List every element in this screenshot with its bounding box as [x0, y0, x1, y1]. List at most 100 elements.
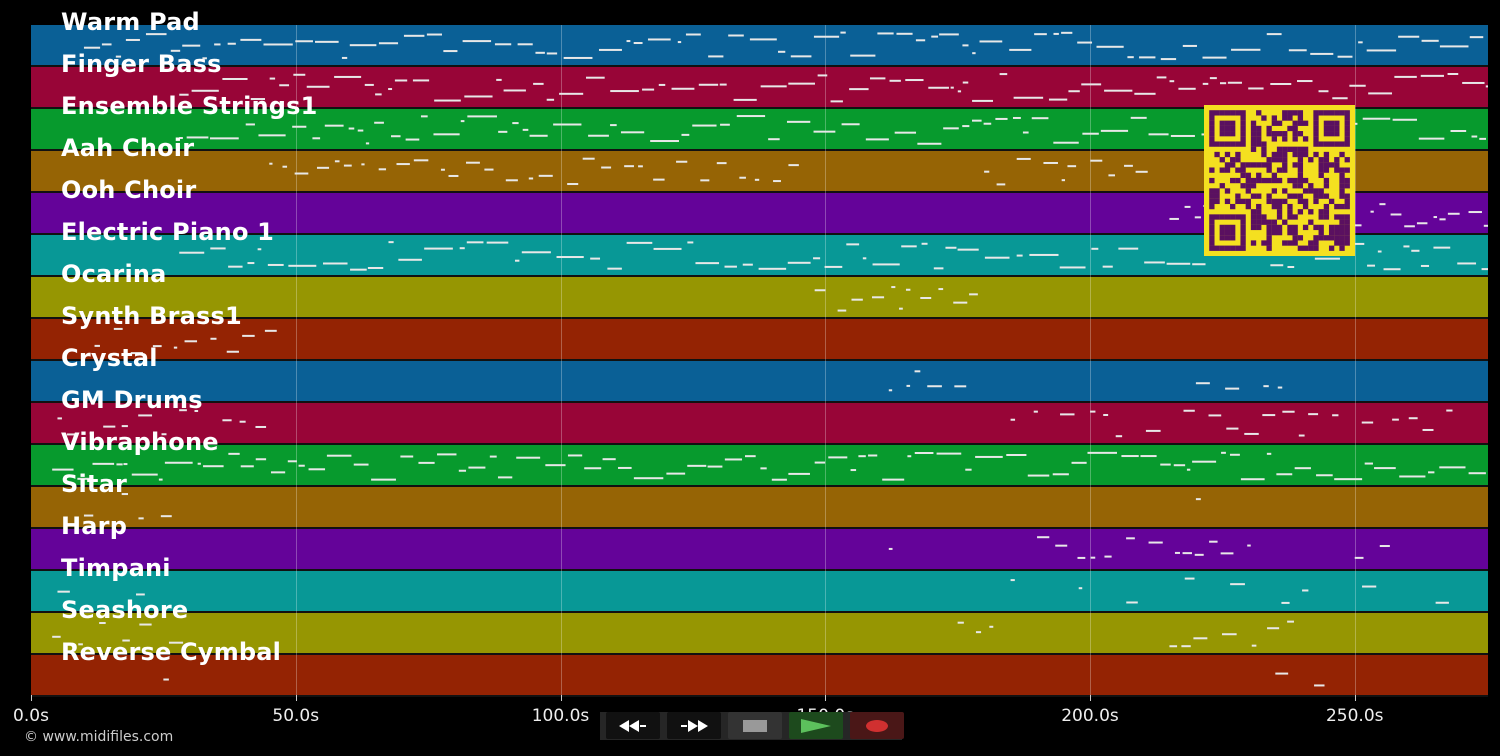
note-mark [601, 166, 612, 169]
note-mark [1226, 427, 1239, 430]
qr-module [1276, 177, 1283, 184]
note-mark [724, 265, 737, 268]
note-mark [1287, 620, 1294, 623]
note-mark [314, 40, 339, 43]
note-mark [1010, 418, 1016, 421]
note-mark [1418, 137, 1445, 140]
qr-module [1209, 229, 1215, 236]
qr-module [1344, 203, 1350, 210]
note-mark [364, 83, 374, 86]
note-mark [1422, 428, 1434, 431]
note-mark [1349, 84, 1366, 87]
qr-module [1318, 172, 1324, 179]
qr-module [1276, 131, 1283, 137]
note-mark [1450, 129, 1467, 132]
note-mark [1225, 387, 1240, 390]
track-lane[interactable] [31, 319, 1488, 359]
qr-module [1261, 214, 1267, 220]
record-button[interactable] [850, 712, 904, 739]
note-mark [773, 180, 781, 183]
note-mark [184, 340, 198, 343]
qr-module [1308, 188, 1314, 194]
qr-module [1214, 188, 1220, 194]
rewind-button[interactable] [606, 712, 660, 739]
note-mark [590, 257, 601, 260]
note-mark [1314, 257, 1340, 260]
note-mark [517, 43, 533, 46]
note-mark [1029, 253, 1059, 256]
note-mark [168, 641, 184, 644]
note-mark [1368, 92, 1393, 95]
note-mark [245, 123, 255, 126]
qr-module [1318, 157, 1324, 163]
note-mark [412, 79, 430, 82]
qr-module [1276, 198, 1283, 205]
stop-button[interactable] [728, 712, 782, 739]
note-mark [239, 420, 246, 423]
qr-module [1323, 167, 1330, 173]
track-lane[interactable] [31, 277, 1488, 317]
note-mark [194, 409, 199, 412]
play-button[interactable] [789, 712, 843, 739]
note-mark [1160, 58, 1177, 61]
note-mark [57, 417, 62, 420]
qr-module [1339, 172, 1345, 179]
note-mark [1169, 645, 1178, 648]
note-mark [1130, 116, 1147, 119]
note-mark [1010, 579, 1015, 582]
rewind-icon [619, 719, 646, 732]
note-mark [720, 123, 730, 126]
qr-module [1276, 167, 1283, 173]
note-mark [983, 122, 992, 125]
note-mark [708, 55, 724, 58]
note-mark [1462, 81, 1485, 84]
qr-module [1209, 193, 1215, 199]
note-mark [503, 89, 526, 92]
track-lane[interactable] [31, 361, 1488, 401]
note-mark [984, 256, 1010, 259]
note-mark [877, 32, 894, 35]
note-mark [882, 478, 905, 481]
qr-module [1224, 188, 1231, 194]
track-label: Aah Choir [61, 134, 195, 162]
track-lane[interactable] [31, 403, 1488, 443]
qr-module [1261, 115, 1267, 121]
qr-module [1224, 214, 1231, 220]
track-lane[interactable] [31, 487, 1488, 527]
qr-module [1313, 120, 1319, 126]
qr-module [1282, 115, 1288, 121]
note-mark [618, 466, 632, 469]
note-mark [125, 38, 140, 41]
note-mark [556, 256, 584, 259]
note-mark [728, 34, 744, 37]
note-mark [1183, 409, 1195, 412]
note-mark [1182, 44, 1197, 47]
note-mark [1053, 32, 1059, 35]
qr-module [1344, 136, 1350, 142]
qr-module [1250, 136, 1257, 142]
note-mark [1061, 31, 1073, 34]
qr-module [1344, 198, 1350, 205]
note-mark [1043, 161, 1058, 164]
note-mark [1334, 478, 1363, 481]
note-mark [367, 266, 384, 269]
note-mark [210, 337, 217, 340]
qr-module [1334, 120, 1340, 126]
note-mark [1276, 473, 1293, 476]
track-lane[interactable] [31, 529, 1488, 569]
track-lane[interactable] [31, 613, 1488, 653]
track-lane[interactable] [31, 655, 1488, 695]
fast-forward-button[interactable] [667, 712, 721, 739]
track-lane[interactable] [31, 67, 1488, 107]
note-mark [1016, 157, 1031, 160]
note-mark [771, 478, 787, 481]
qr-module [1302, 245, 1309, 251]
qr-module [1323, 141, 1330, 147]
qr-module [1287, 224, 1293, 231]
note-mark [1087, 451, 1117, 454]
note-mark [1420, 264, 1430, 267]
qr-module [1313, 188, 1319, 194]
stop-icon [743, 719, 767, 732]
qr-module [1276, 157, 1283, 163]
track-lane[interactable] [31, 571, 1488, 611]
